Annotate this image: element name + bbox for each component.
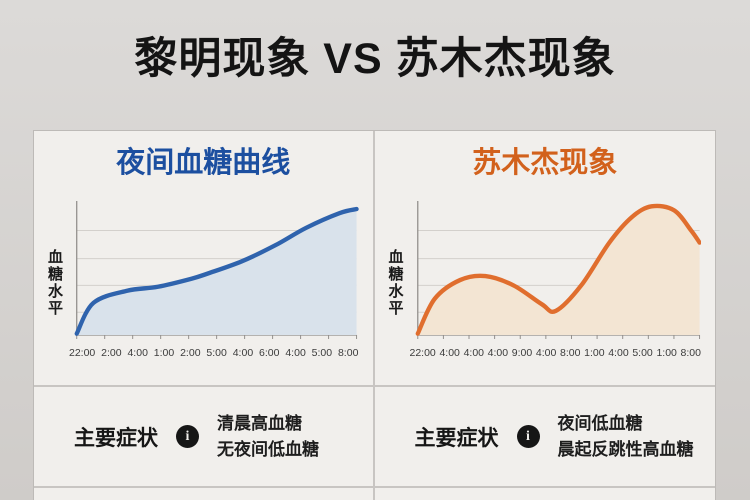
page-title: 黎明现象 VS 苏木杰现象 [134,35,616,83]
x-tick-label: 1:00 [656,347,677,359]
x-tick-label: 22:00 [409,347,436,359]
left-x-axis-ticks: 22:00 2:00 4:00 1:00 2:00 5:00 4:00 6:00 4:00 5:0… [69,347,359,359]
x-tick-label: 8:00 [337,347,359,359]
x-tick-label: 4:00 [439,347,460,359]
x-tick-label: 2:00 [180,347,201,359]
right-symptom-line-2: 晨起反跳性高血糖 [557,439,694,459]
info-icon: i [176,425,199,448]
left-symptoms-text: 清晨高血糖 无夜间低血糖 [217,411,319,462]
x-tick-label: 22:00 [69,347,96,359]
right-y-axis-label: 血糖水平 [386,249,404,317]
info-icon: i [516,425,540,448]
right-symptoms-row: 主要症状 i 夜间低血糖 晨起反跳性高血糖 [374,385,715,486]
glucose-chart-left [74,201,359,339]
right-card-somogyi-phenomenon: 苏木杰现象 血糖水平 22:00 4:00 4:00 4:00 9:00 4:00 8:00… [374,131,716,500]
x-tick-label: 8:00 [560,347,581,359]
infographic-page: { "page_title": "黎明现象 VS 苏木杰现象", "icons"… [0,24,750,500]
x-tick-label: 9:00 [511,347,533,359]
right-actions-row: 应对措施 i 减少睡前胰岛素 [374,486,715,500]
right-card-title: 苏木杰现象 [472,147,618,179]
right-symptoms-label: 主要症状 [414,426,499,450]
x-tick-label: 5:00 [311,347,333,359]
x-tick-label: 4:00 [608,347,629,359]
left-chart-block: 血糖水平 22:00 2:00 4:00 1:00 2:00 5:00 4:00 6:00 4:… [34,189,373,385]
x-tick-label: 4:00 [487,347,509,359]
right-symptom-line-1: 夜间低血糖 [557,414,643,433]
x-tick-label: 4:00 [232,347,254,359]
left-symptom-line-1: 清晨高血糖 [217,414,302,433]
left-symptoms-row: 主要症状 i 清晨高血糖 无夜间低血糖 [34,385,373,486]
comparison-panel: 夜间血糖曲线 血糖水平 22:00 2:00 4:00 1:00 2:00 5:00 4:0… [33,130,716,500]
x-tick-label: 4:00 [127,347,148,359]
right-symptoms-text: 夜间低血糖 晨起反跳性高血糖 [558,411,694,462]
left-symptoms-label: 主要症状 [74,426,158,450]
right-x-axis-ticks: 22:00 4:00 4:00 4:00 9:00 4:00 8:00 1:00 4:00 5:0… [410,347,702,359]
x-tick-label: 8:00 [680,347,701,359]
x-tick-label: 6:00 [259,347,280,359]
x-tick-label: 1:00 [153,347,175,359]
glucose-chart-right [415,201,701,339]
left-card-title: 夜间血糖曲线 [116,147,291,179]
left-symptom-line-2: 无夜间低血糖 [217,439,319,459]
left-card-dawn-phenomenon: 夜间血糖曲线 血糖水平 22:00 2:00 4:00 1:00 2:00 5:00 4:0… [34,131,375,500]
x-tick-label: 4:00 [463,347,484,359]
x-tick-label: 1:00 [584,347,605,359]
x-tick-label: 2:00 [101,347,122,359]
x-tick-label: 5:00 [206,347,227,359]
x-tick-label: 4:00 [285,347,306,359]
x-tick-label: 4:00 [535,347,557,359]
left-y-axis-label: 血糖水平 [46,249,63,317]
right-chart-block: 血糖水平 22:00 4:00 4:00 4:00 9:00 4:00 8:00 1:00 4:… [375,189,716,385]
left-plot-wrap: 22:00 2:00 4:00 1:00 2:00 5:00 4:00 6:00 4:00 5:0… [69,195,359,385]
x-tick-label: 5:00 [632,347,653,359]
left-actions-row: 应对措施 i 调整晚餐后药物 [34,486,373,500]
right-plot-wrap: 22:00 4:00 4:00 4:00 9:00 4:00 8:00 1:00 4:00 5:0… [410,195,702,385]
